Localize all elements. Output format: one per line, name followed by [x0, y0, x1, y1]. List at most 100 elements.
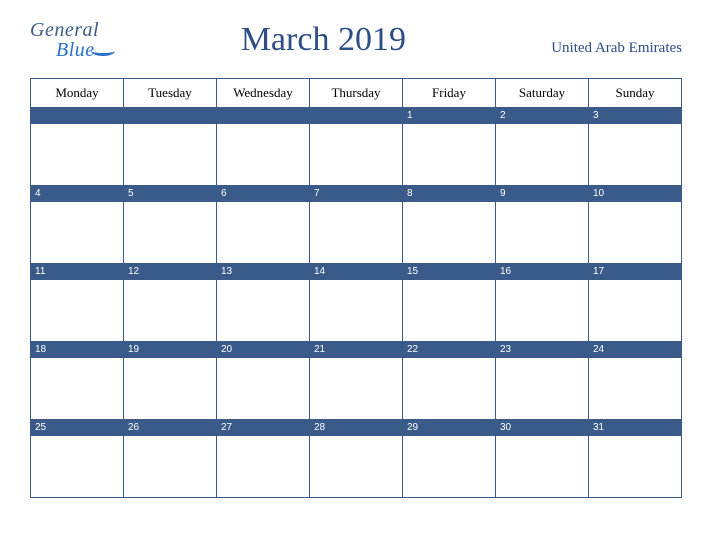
day-number: 6 — [221, 188, 227, 199]
calendar-cell: 26 — [124, 420, 217, 498]
calendar-cell: 6 — [217, 186, 310, 264]
day-header: Monday — [31, 79, 124, 108]
day-number-bar: 21 — [310, 342, 402, 358]
day-number: 1 — [407, 110, 413, 121]
day-number: 7 — [314, 188, 320, 199]
calendar-cell: 7 — [310, 186, 403, 264]
day-number: 9 — [500, 188, 506, 199]
day-number-bar: 25 — [31, 420, 123, 436]
region-label: United Arab Emirates — [532, 24, 682, 57]
day-header: Wednesday — [217, 79, 310, 108]
day-number: 20 — [221, 344, 232, 355]
day-header: Saturday — [496, 79, 589, 108]
day-number: 18 — [35, 344, 46, 355]
calendar-title: March 2019 — [115, 21, 532, 59]
calendar-cell: 16 — [496, 264, 589, 342]
day-number-bar — [217, 108, 309, 124]
brand-logo: General Blue — [30, 20, 115, 60]
day-number: 2 — [500, 110, 506, 121]
calendar-cell: 29 — [403, 420, 496, 498]
day-number-bar: 28 — [310, 420, 402, 436]
day-number-bar — [31, 108, 123, 124]
calendar-cell: 3 — [589, 108, 682, 186]
day-number-bar: 18 — [31, 342, 123, 358]
calendar-cell: 25 — [31, 420, 124, 498]
calendar-cell: 12 — [124, 264, 217, 342]
day-number-bar: 1 — [403, 108, 495, 124]
calendar-cell: 17 — [589, 264, 682, 342]
day-number-bar: 15 — [403, 264, 495, 280]
calendar-cell: 20 — [217, 342, 310, 420]
day-header: Friday — [403, 79, 496, 108]
day-number-bar: 5 — [124, 186, 216, 202]
calendar-cell — [124, 108, 217, 186]
day-number: 31 — [593, 422, 604, 433]
calendar-cell: 22 — [403, 342, 496, 420]
day-number-bar: 22 — [403, 342, 495, 358]
calendar-cell: 9 — [496, 186, 589, 264]
calendar-grid: Monday Tuesday Wednesday Thursday Friday… — [30, 78, 682, 498]
calendar-header: General Blue March 2019 United Arab Emir… — [30, 20, 682, 60]
calendar-cell: 18 — [31, 342, 124, 420]
calendar-week-row: 4 5 6 7 8 9 10 — [31, 186, 682, 264]
day-number: 4 — [35, 188, 41, 199]
day-number: 22 — [407, 344, 418, 355]
day-number-bar: 31 — [589, 420, 681, 436]
day-number-bar: 19 — [124, 342, 216, 358]
day-number-bar — [124, 108, 216, 124]
day-number-bar: 16 — [496, 264, 588, 280]
day-number: 26 — [128, 422, 139, 433]
day-number: 30 — [500, 422, 511, 433]
day-header: Tuesday — [124, 79, 217, 108]
calendar-cell: 15 — [403, 264, 496, 342]
calendar-cell: 30 — [496, 420, 589, 498]
day-number: 21 — [314, 344, 325, 355]
calendar-cell: 4 — [31, 186, 124, 264]
day-number: 24 — [593, 344, 604, 355]
calendar-cell: 11 — [31, 264, 124, 342]
day-number: 14 — [314, 266, 325, 277]
day-number-bar: 26 — [124, 420, 216, 436]
day-number-bar: 4 — [31, 186, 123, 202]
day-number-bar: 23 — [496, 342, 588, 358]
day-number: 27 — [221, 422, 232, 433]
calendar-cell: 23 — [496, 342, 589, 420]
day-number: 12 — [128, 266, 139, 277]
day-number: 23 — [500, 344, 511, 355]
calendar-cell: 5 — [124, 186, 217, 264]
day-number: 17 — [593, 266, 604, 277]
calendar-cell: 8 — [403, 186, 496, 264]
calendar-cell — [31, 108, 124, 186]
day-number: 11 — [35, 266, 45, 277]
calendar-cell: 24 — [589, 342, 682, 420]
day-number-bar: 9 — [496, 186, 588, 202]
day-number: 28 — [314, 422, 325, 433]
day-number-bar: 27 — [217, 420, 309, 436]
day-number-bar: 10 — [589, 186, 681, 202]
day-number-bar: 17 — [589, 264, 681, 280]
calendar-cell: 14 — [310, 264, 403, 342]
calendar-cell — [310, 108, 403, 186]
calendar-week-row: 18 19 20 21 22 23 24 — [31, 342, 682, 420]
day-number-bar: 13 — [217, 264, 309, 280]
calendar-body: 1234567891011121314151617181920212223242… — [31, 108, 682, 498]
day-number: 5 — [128, 188, 134, 199]
calendar-week-row: 25 26 27 28 29 30 31 — [31, 420, 682, 498]
calendar-cell: 13 — [217, 264, 310, 342]
day-number: 16 — [500, 266, 511, 277]
day-number-bar — [310, 108, 402, 124]
day-header: Thursday — [310, 79, 403, 108]
day-number: 8 — [407, 188, 413, 199]
day-number: 13 — [221, 266, 232, 277]
day-number: 15 — [407, 266, 418, 277]
logo-line2: Blue — [56, 39, 95, 61]
day-number: 3 — [593, 110, 599, 121]
calendar-cell: 21 — [310, 342, 403, 420]
calendar-cell: 1 — [403, 108, 496, 186]
day-number-bar: 6 — [217, 186, 309, 202]
day-number: 10 — [593, 188, 604, 199]
day-header: Sunday — [589, 79, 682, 108]
calendar-week-row: 11 12 13 14 15 16 17 — [31, 264, 682, 342]
calendar-cell: 28 — [310, 420, 403, 498]
day-number-bar: 30 — [496, 420, 588, 436]
